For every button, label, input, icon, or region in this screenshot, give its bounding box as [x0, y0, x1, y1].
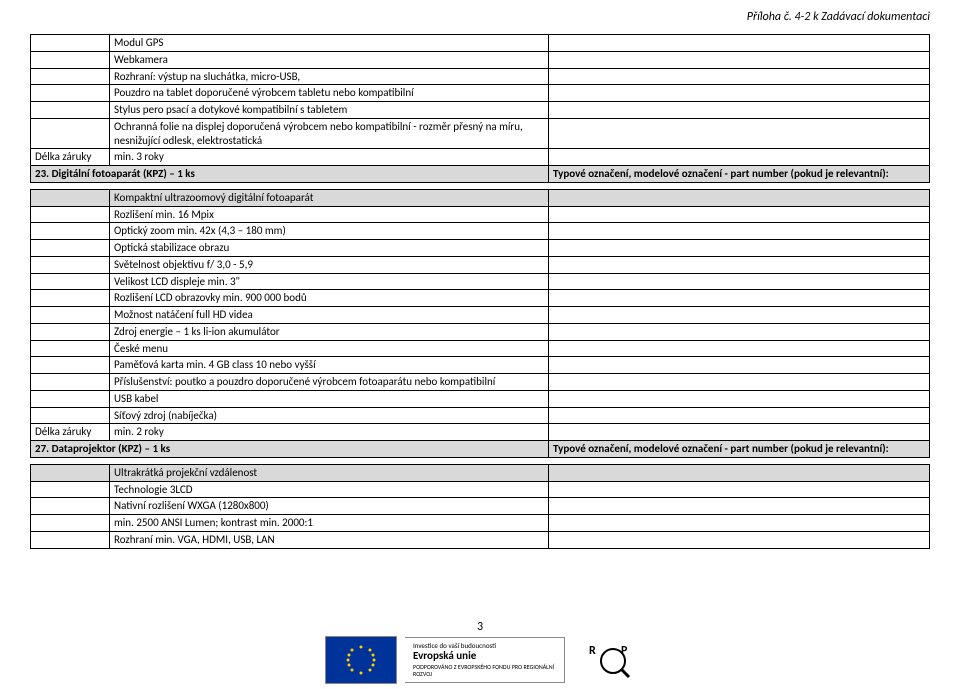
eu-flag-icon: [325, 636, 397, 684]
spec-cell: Ochranná folie na displej doporučená výr…: [110, 118, 549, 149]
svg-text:R: R: [589, 644, 596, 658]
page: Příloha č. 4-2 k Zadávací dokumentaci Mo…: [0, 0, 960, 689]
svg-text:P: P: [621, 644, 628, 658]
spec-cell: Webkamera: [110, 51, 549, 68]
spec-cell: Rozhraní: výstup na sluchátka, micro-USB…: [110, 68, 549, 85]
spec-cell: Ultrakrátká projekční vzdálenost: [110, 464, 549, 481]
eu-line3: PODPOROVÁNO Z EVROPSKÉHO FONDU PRO REGIO…: [413, 664, 556, 678]
spec-cell: Optický zoom min. 42x (4,3 – 180 mm): [110, 223, 549, 240]
section-right: Typové označení, modelové označení - par…: [549, 441, 930, 458]
eu-line2: Evropská unie: [413, 650, 556, 663]
spec-cell: Zdroj energie – 1 ks li-ion akumulátor: [110, 323, 549, 340]
section-title: 27. Dataprojektor (KPZ) – 1 ks: [31, 441, 549, 458]
spec-cell: Modul GPS: [110, 35, 549, 52]
spec-cell: Síťový zdroj (nabíječka): [110, 407, 549, 424]
spec-cell: Kompaktní ultrazoomový digitální fotoapa…: [110, 189, 549, 206]
warranty-label: Délka záruky: [31, 424, 110, 441]
spec-cell: min. 2500 ANSI Lumen; kontrast min. 2000…: [110, 515, 549, 532]
eu-text: Investice do vaší budoucnosti Evropská u…: [405, 637, 565, 683]
spec-cell: Rozlišení LCD obrazovky min. 900 000 bod…: [110, 290, 549, 307]
spec-cell: USB kabel: [110, 390, 549, 407]
spec-cell: Velikost LCD displeje min. 3": [110, 273, 549, 290]
spec-cell: Optická stabilizace obrazu: [110, 240, 549, 257]
warranty-label: Délka záruky: [31, 149, 110, 166]
tables-container: Modul GPS Webkamera Rozhraní: výstup na …: [30, 34, 930, 549]
spec-cell: Paměťová karta min. 4 GB class 10 nebo v…: [110, 357, 549, 374]
footer-logos: Investice do vaší budoucnosti Evropská u…: [0, 636, 960, 684]
spec-cell: min. 2 roky: [110, 424, 549, 441]
spec-cell: České menu: [110, 340, 549, 357]
spec-cell: Rozlišení min. 16 Mpix: [110, 206, 549, 223]
header-annex: Příloha č. 4-2 k Zadávací dokumentaci: [747, 10, 930, 24]
footer: 3 Investice do vaší budoucnosti Evropská…: [0, 620, 960, 684]
spec-cell: Rozhraní min. VGA, HDMI, USB, LAN: [110, 531, 549, 548]
spec-cell: Stylus pero psací a dotykové kompatibiln…: [110, 102, 549, 119]
spec-cell: min. 3 roky: [110, 149, 549, 166]
spec-table: Modul GPS Webkamera Rozhraní: výstup na …: [30, 34, 930, 549]
spec-cell: Světelnost objektivu f/ 3,0 - 5,9: [110, 256, 549, 273]
spec-cell: Pouzdro na tablet doporučené výrobcem ta…: [110, 85, 549, 102]
spec-cell: Nativní rozlišení WXGA (1280x800): [110, 498, 549, 515]
rop-logo-icon: RP: [585, 636, 635, 684]
section-right: Typové označení, modelové označení - par…: [549, 166, 930, 183]
spec-cell: Technologie 3LCD: [110, 481, 549, 498]
page-number: 3: [0, 620, 960, 634]
spec-cell: Možnost natáčení full HD videa: [110, 307, 549, 324]
spec-cell: Příslušenství: poutko a pouzdro doporuče…: [110, 374, 549, 391]
section-title: 23. Digitální fotoaparát (KPZ) – 1 ks: [31, 166, 549, 183]
